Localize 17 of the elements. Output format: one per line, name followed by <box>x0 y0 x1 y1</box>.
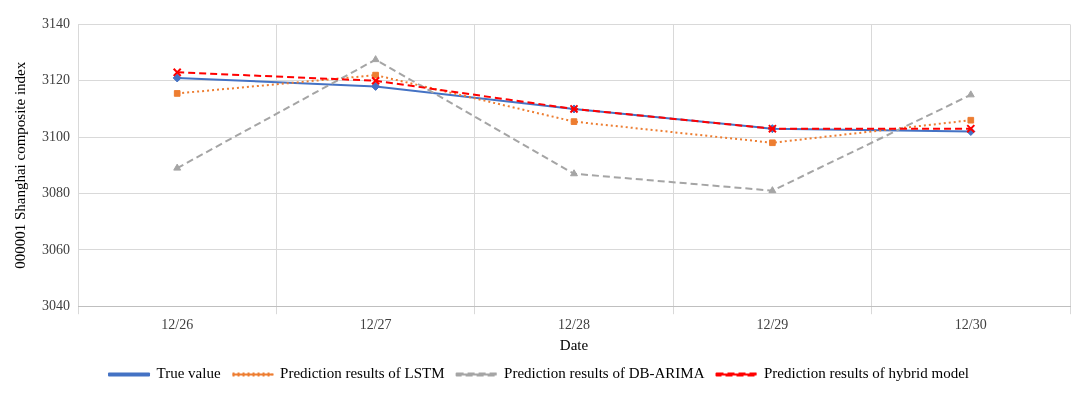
y-tick-label: 3040 <box>42 297 70 313</box>
y-tick-label: 3120 <box>42 72 70 88</box>
y-tick-label: 3100 <box>42 128 70 144</box>
y-tick-label: 3140 <box>42 16 70 32</box>
x-tick-label: 12/30 <box>954 317 987 333</box>
legend-label: True value <box>156 365 221 382</box>
x-tick-label: 12/29 <box>756 317 789 333</box>
y-tick-label: 3060 <box>42 241 70 257</box>
y-axis-title: 000001 Shanghai composite index <box>11 61 28 269</box>
x-tick-label: 12/28 <box>558 317 590 333</box>
x-tick-label: 12/26 <box>161 317 194 333</box>
legend-label: Prediction results of DB-ARIMA <box>504 365 705 382</box>
x-axis-title: Date <box>559 336 589 353</box>
legend-label: Prediction results of hybrid model <box>764 365 969 382</box>
x-tick-label: 12/27 <box>359 317 392 333</box>
y-tick-label: 3080 <box>42 185 70 201</box>
legend-label: Prediction results of LSTM <box>280 365 445 382</box>
